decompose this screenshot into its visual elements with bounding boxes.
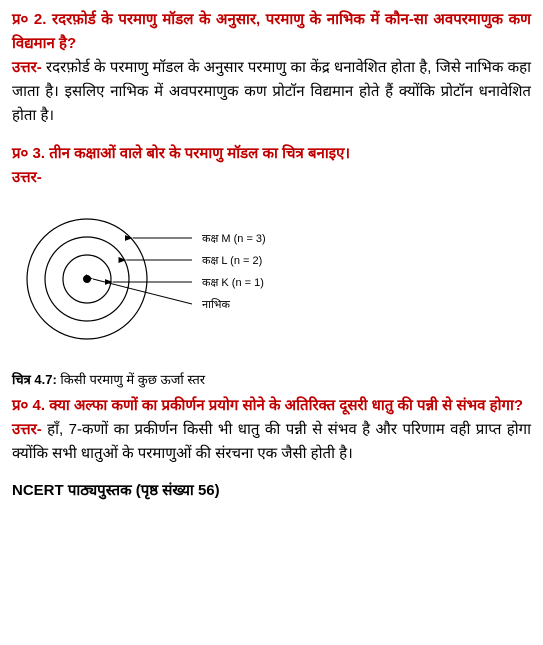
svg-text:कक्ष M (n = 3): कक्ष M (n = 3): [202, 233, 266, 245]
q3-question: तीन कक्षाओं वाले बोर के परमाणु मॉडल का च…: [49, 145, 350, 162]
bohr-svg: कक्ष M (n = 3) कक्ष L (n = 2) कक्ष K (n = …: [12, 204, 322, 359]
question-3-block: प्र० 3. तीन कक्षाओं वाले बोर के परमाणु म…: [12, 142, 531, 190]
q4-answer-label: उत्तर-: [12, 421, 42, 438]
diagram-caption: चित्र 4.7: किसी परमाणु में कुछ ऊर्जा स्त…: [12, 370, 531, 388]
footer-text: NCERT पाठ्यपुस्तक (पृष्ठ संख्या 56): [12, 480, 531, 500]
q3-label: प्र० 3.: [12, 145, 45, 162]
caption-bold: चित्र 4.7:: [12, 372, 57, 387]
caption-text: किसी परमाणु में कुछ ऊर्जा स्तर: [57, 372, 205, 387]
svg-text:नाभिक: नाभिक: [202, 298, 231, 311]
q2-answer-label: उत्तर-: [12, 59, 42, 76]
q2-question: रदरफ़ोर्ड के परमाणु मॉडल के अनुसार, परमा…: [12, 11, 531, 52]
question-4-block: प्र० 4. क्या अल्फा कणों का प्रकीर्णन प्र…: [12, 394, 531, 466]
q4-question: क्या अल्फा कणों का प्रकीर्णन प्रयोग सोने…: [49, 397, 523, 414]
svg-text:कक्ष L (n = 2): कक्ष L (n = 2): [202, 255, 262, 267]
q4-answer: हाँ, 7-कणों का प्रकीर्णन किसी भी धातु की…: [12, 421, 531, 462]
q3-answer-label: उत्तर-: [12, 169, 42, 186]
q4-label: प्र० 4.: [12, 397, 45, 414]
question-2-block: प्र० 2. रदरफ़ोर्ड के परमाणु मॉडल के अनुस…: [12, 8, 531, 128]
svg-text:कक्ष K (n = 1): कक्ष K (n = 1): [202, 277, 264, 289]
bohr-model-diagram: कक्ष M (n = 3) कक्ष L (n = 2) कक्ष K (n = …: [12, 204, 531, 388]
q2-answer: रदरफ़ोर्ड के परमाणु मॉडल के अनुसार परमाण…: [12, 59, 531, 124]
q2-label: प्र० 2.: [12, 11, 46, 28]
